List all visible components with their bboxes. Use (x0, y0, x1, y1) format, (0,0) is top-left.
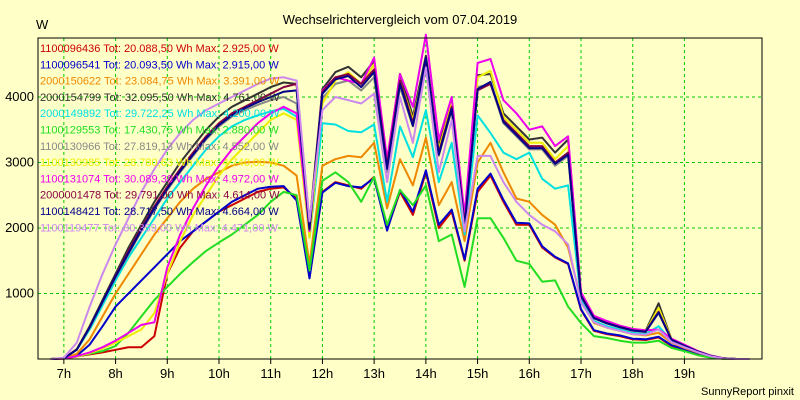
x-tick-label: 19h (674, 366, 696, 381)
legend-entry-2: 1100096541 Tot: 20.093,50 Wh Max: 2.915,… (40, 59, 279, 71)
legend-entry-1: 1100096436 Tot: 20.088,50 Wh Max: 2.925,… (40, 43, 279, 55)
legend-entry-12: 1100119477 Tot: 30.359,00 Wh Max: 4.471,… (40, 222, 279, 234)
y-ticks: 1000 2000 3000 4000 (5, 89, 34, 301)
x-tick-label: 12h (312, 366, 334, 381)
footer-credit: SunnyReport pinxit (701, 386, 794, 398)
x-ticks: 7h 8h 9h 10h 11h 12h 13h 14h 15h 16h 17h 18h 19h (57, 359, 696, 381)
x-tick-label: 15h (467, 366, 489, 381)
legend-entry-9: 1100131074 Tot: 30.089,38 Wh Max: 4.972,… (40, 173, 279, 185)
chart-title: Wechselrichtervergleich vom 07.04.2019 (283, 12, 518, 27)
legend-entry-4: 2000154799 Tot: 32.095,50 Wh Max: 4.761,… (40, 92, 280, 104)
x-tick-label: 14h (415, 366, 437, 381)
legend: 1100096436 Tot: 20.088,50 Wh Max: 2.925,… (40, 43, 280, 234)
y-axis-unit: W (36, 17, 49, 32)
y-tick-label: 3000 (5, 154, 34, 169)
x-tick-label: 11h (260, 366, 281, 381)
y-tick-label: 4000 (5, 89, 34, 104)
x-tick-label: 9h (160, 366, 174, 381)
series-line-9 (50, 33, 750, 360)
series-line-6 (50, 171, 750, 360)
x-tick-label: 8h (108, 366, 122, 381)
legend-entry-8: 1100130985 Tot: 28.780,63 Wh Max: 4.740,… (40, 157, 279, 169)
plot-frame (37, 37, 763, 360)
x-tick-label: 18h (622, 366, 644, 381)
x-tick-label: 17h (570, 366, 592, 381)
series-line-12 (50, 66, 750, 360)
x-tick-label: 13h (363, 366, 385, 381)
x-tick-label: 10h (208, 366, 230, 381)
series-line-11 (50, 56, 750, 360)
series-lines (50, 33, 750, 360)
legend-entry-3: 2000150622 Tot: 23.084,75 Wh Max: 3.391,… (40, 76, 280, 88)
x-tick-label: 7h (57, 366, 71, 381)
y-tick-label: 2000 (5, 220, 34, 235)
y-tick-label: 1000 (5, 285, 34, 300)
series-line-5 (50, 107, 750, 360)
x-tick-label: 16h (518, 366, 540, 381)
legend-entry-11: 1100148421 Tot: 28.717,50 Wh Max: 4.664,… (40, 206, 279, 218)
legend-entry-5: 2000149892 Tot: 29.722,25 Wh Max: 4.200,… (40, 108, 280, 120)
legend-entry-6: 1100129553 Tot: 17.430,75 Wh Max: 2.880,… (40, 125, 279, 137)
legend-entry-10: 2000001478 Tot: 29.791,00 Wh Max: 4.614,… (40, 190, 280, 202)
legend-entry-7: 1100130966 Tot: 27.819,13 Wh Max: 4.552,… (40, 141, 279, 153)
